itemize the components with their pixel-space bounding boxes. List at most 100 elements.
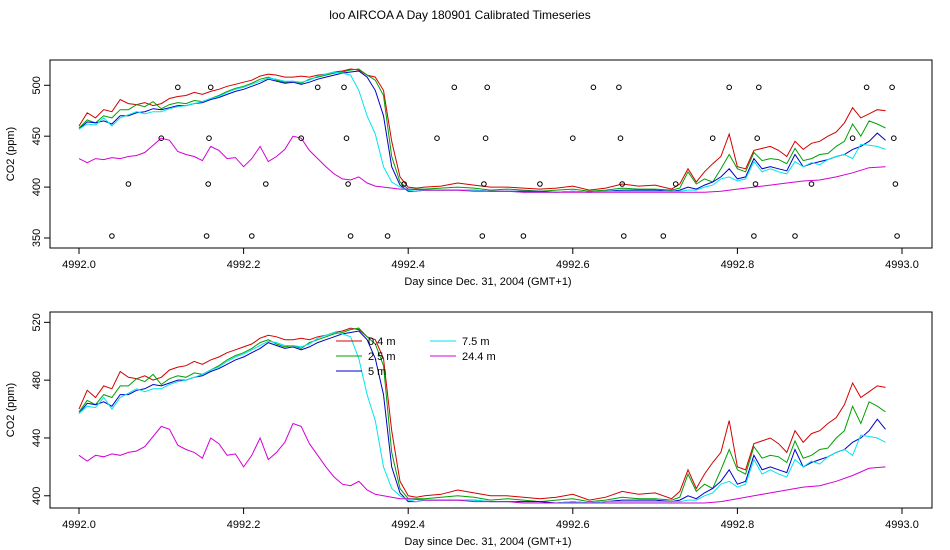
- calibration-point: [751, 233, 757, 239]
- calibration-point: [481, 181, 487, 187]
- calibration-point: [314, 84, 321, 91]
- calibration-point: [207, 84, 214, 91]
- calibration-point: [863, 84, 870, 91]
- calibration-point: [709, 135, 716, 141]
- calibration-point: [754, 135, 761, 141]
- top-y-tick-label: 350: [31, 229, 43, 247]
- calibration-point: [889, 84, 895, 91]
- calibration-point: [621, 233, 627, 239]
- top-x-tick-label: 4992.8: [721, 259, 755, 271]
- bottom-x-tick-label: 4992.0: [62, 519, 96, 531]
- top-x-tick-label: 4992.6: [556, 259, 590, 271]
- top-x-tick-label: 4992.2: [227, 259, 261, 271]
- bottom-series-7-5-m: [78, 331, 886, 504]
- calibration-point: [590, 84, 597, 91]
- bottom-x-tick-label: 4993.0: [885, 519, 919, 531]
- top-chart: 4992.0 4992.2 4992.4 4992.6 4992.8 4993.0 350…: [5, 59, 933, 288]
- bottom-y-tick-label: 480: [31, 371, 43, 389]
- calibration-point: [894, 233, 900, 239]
- top-y-tick-label: 500: [31, 76, 43, 94]
- bottom-chart: 4992.0 4992.2 4992.4 4992.6 4992.8 4993.0 400…: [5, 311, 933, 548]
- calibration-point: [298, 135, 305, 141]
- bottom-y-tick-label: 440: [31, 429, 43, 447]
- calibration-point: [206, 135, 212, 141]
- calibration-point: [660, 233, 667, 239]
- bottom-plot-frame: [49, 311, 933, 509]
- calibration-point: [479, 233, 486, 239]
- top-x-tick-label: 4992.4: [391, 259, 425, 271]
- calibration-point: [401, 181, 407, 187]
- bottom-x-axis-label: Day since Dec. 31, 2004 (GMT+1): [404, 536, 571, 548]
- bottom-x-ticks: 4992.0 4992.2 4992.4 4992.6 4992.8 4993.0: [62, 508, 919, 531]
- calibration-point: [570, 135, 576, 141]
- legend-label-24-4-m: 24.4 m: [462, 351, 496, 363]
- calibration-point: [249, 233, 255, 239]
- calibration-point: [892, 181, 899, 187]
- bottom-series-24-4-m: [78, 422, 886, 504]
- top-series-24-4-m: [78, 135, 886, 193]
- top-y-tick-label: 450: [31, 127, 43, 145]
- top-x-tick-label: 4993.0: [885, 259, 919, 271]
- top-x-axis-label: Day since Dec. 31, 2004 (GMT+1): [404, 276, 571, 288]
- calibration-point: [175, 84, 181, 91]
- top-series-2-5-m: [78, 68, 886, 192]
- calibration-point: [345, 181, 351, 187]
- bottom-y-tick-label: 520: [31, 313, 43, 331]
- calibration-point: [158, 135, 165, 141]
- top-y-ticks: 350 400 450 500: [31, 76, 50, 247]
- calibration-point: [434, 135, 440, 141]
- calibration-point: [849, 135, 856, 141]
- top-plot-frame: [49, 59, 933, 249]
- calibration-point: [482, 135, 489, 141]
- calibration-point: [263, 181, 269, 187]
- calibration-point: [616, 84, 622, 91]
- calibration-point: [672, 181, 679, 187]
- calibration-point: [203, 233, 210, 239]
- legend-label-7-5-m: 7.5 m: [462, 336, 490, 348]
- legend-label-5-m: 5 m: [368, 366, 386, 378]
- calibration-point: [752, 181, 759, 187]
- calibration-point: [341, 84, 347, 91]
- top-y-axis-label: CO2 (ppm): [5, 127, 17, 181]
- calibration-point: [125, 181, 132, 187]
- bottom-y-ticks: 400 440 480 520: [31, 313, 50, 505]
- top-calibration-points: [109, 84, 900, 239]
- calibration-point: [384, 233, 391, 239]
- bottom-x-tick-label: 4992.2: [227, 519, 261, 531]
- top-x-ticks: 4992.0 4992.2 4992.4 4992.6 4992.8 4993.0: [62, 248, 919, 271]
- calibration-point: [726, 84, 733, 91]
- calibration-point: [484, 84, 491, 91]
- bottom-x-tick-label: 4992.6: [556, 519, 590, 531]
- calibration-point: [347, 233, 354, 239]
- calibration-point: [619, 181, 626, 187]
- calibration-point: [537, 181, 543, 187]
- calibration-point: [451, 84, 458, 91]
- top-y-tick-label: 400: [31, 178, 43, 196]
- top-series-lines: [78, 68, 886, 193]
- bottom-x-tick-label: 4992.4: [391, 519, 425, 531]
- figure-title: loo AIRCOA A Day 180901 Calibrated Times…: [329, 8, 590, 22]
- calibration-point: [617, 135, 624, 141]
- calibration-point: [109, 233, 115, 239]
- legend: 0.4 m 2.5 m 5 m 7.5 m 24.4 m: [336, 336, 496, 378]
- top-series-7-5-m: [78, 71, 886, 193]
- calibration-point: [808, 181, 815, 187]
- top-x-tick-label: 4992.0: [62, 259, 96, 271]
- bottom-series-2-5-m: [78, 327, 886, 503]
- legend-label-0-4-m: 0.4 m: [368, 336, 396, 348]
- calibration-point: [520, 233, 527, 239]
- top-series-0-4-m: [78, 68, 886, 191]
- calibration-point: [891, 135, 897, 141]
- bottom-series-0-4-m: [78, 327, 886, 501]
- bottom-y-tick-label: 400: [31, 487, 43, 505]
- bottom-y-axis-label: CO2 (ppm): [5, 383, 17, 437]
- top-series-5-m: [78, 70, 886, 193]
- calibration-point: [792, 233, 798, 239]
- bottom-x-tick-label: 4992.8: [721, 519, 755, 531]
- calibration-point: [205, 181, 211, 187]
- bottom-series-lines: [78, 327, 886, 504]
- legend-label-2-5-m: 2.5 m: [368, 351, 396, 363]
- calibration-point: [343, 135, 350, 141]
- calibration-point: [756, 84, 762, 91]
